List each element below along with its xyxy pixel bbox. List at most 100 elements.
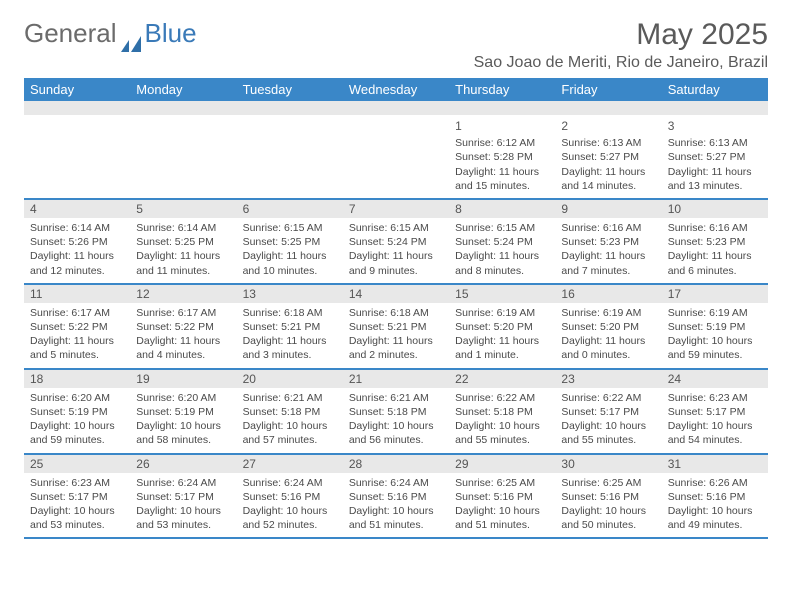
day-number: 15 <box>449 285 555 303</box>
sunset-text: Sunset: 5:24 PM <box>455 235 549 249</box>
weekday-label: Saturday <box>662 78 768 101</box>
day-number: 26 <box>130 455 236 473</box>
daylight-text: Daylight: 10 hours and 53 minutes. <box>136 504 230 532</box>
calendar-day: 9Sunrise: 6:16 AMSunset: 5:23 PMDaylight… <box>555 200 661 283</box>
day-number: 6 <box>237 200 343 218</box>
sunset-text: Sunset: 5:19 PM <box>136 405 230 419</box>
sunset-text: Sunset: 5:18 PM <box>243 405 337 419</box>
sunrise-text: Sunrise: 6:25 AM <box>455 476 549 490</box>
sunrise-text: Sunrise: 6:14 AM <box>136 221 230 235</box>
calendar-day: 6Sunrise: 6:15 AMSunset: 5:25 PMDaylight… <box>237 200 343 283</box>
daylight-text: Daylight: 10 hours and 59 minutes. <box>30 419 124 447</box>
day-number: 9 <box>555 200 661 218</box>
sunrise-text: Sunrise: 6:19 AM <box>455 306 549 320</box>
sunrise-text: Sunrise: 6:25 AM <box>561 476 655 490</box>
sunrise-text: Sunrise: 6:14 AM <box>30 221 124 235</box>
sunrise-text: Sunrise: 6:23 AM <box>668 391 762 405</box>
sunrise-text: Sunrise: 6:15 AM <box>243 221 337 235</box>
day-number: 27 <box>237 455 343 473</box>
daylight-text: Daylight: 11 hours and 13 minutes. <box>668 165 762 193</box>
day-number: 11 <box>24 285 130 303</box>
logo-text-1: General <box>24 18 117 49</box>
gray-band <box>24 101 768 115</box>
day-number: 18 <box>24 370 130 388</box>
sunrise-text: Sunrise: 6:16 AM <box>561 221 655 235</box>
sunset-text: Sunset: 5:18 PM <box>349 405 443 419</box>
calendar-day: 28Sunrise: 6:24 AMSunset: 5:16 PMDayligh… <box>343 455 449 538</box>
sunset-text: Sunset: 5:18 PM <box>455 405 549 419</box>
weekday-label: Friday <box>555 78 661 101</box>
daylight-text: Daylight: 11 hours and 12 minutes. <box>30 249 124 277</box>
sunrise-text: Sunrise: 6:12 AM <box>455 136 549 150</box>
sunset-text: Sunset: 5:23 PM <box>561 235 655 249</box>
title-block: May 2025 Sao Joao de Meriti, Rio de Jane… <box>474 18 768 72</box>
sunrise-text: Sunrise: 6:22 AM <box>455 391 549 405</box>
sunrise-text: Sunrise: 6:24 AM <box>136 476 230 490</box>
day-number: 21 <box>343 370 449 388</box>
day-number: 19 <box>130 370 236 388</box>
calendar-week: 4Sunrise: 6:14 AMSunset: 5:26 PMDaylight… <box>24 200 768 285</box>
sunset-text: Sunset: 5:25 PM <box>243 235 337 249</box>
header: General Blue May 2025 Sao Joao de Meriti… <box>24 18 768 72</box>
daylight-text: Daylight: 11 hours and 4 minutes. <box>136 334 230 362</box>
sunset-text: Sunset: 5:25 PM <box>136 235 230 249</box>
weekday-label: Monday <box>130 78 236 101</box>
sunrise-text: Sunrise: 6:15 AM <box>349 221 443 235</box>
sunrise-text: Sunrise: 6:24 AM <box>243 476 337 490</box>
page-subtitle: Sao Joao de Meriti, Rio de Janeiro, Braz… <box>474 54 768 72</box>
day-number: 5 <box>130 200 236 218</box>
daylight-text: Daylight: 10 hours and 58 minutes. <box>136 419 230 447</box>
sunrise-text: Sunrise: 6:23 AM <box>30 476 124 490</box>
sunset-text: Sunset: 5:19 PM <box>30 405 124 419</box>
calendar-day: 21Sunrise: 6:21 AMSunset: 5:18 PMDayligh… <box>343 370 449 453</box>
daylight-text: Daylight: 10 hours and 52 minutes. <box>243 504 337 532</box>
daylight-text: Daylight: 10 hours and 57 minutes. <box>243 419 337 447</box>
calendar-day: 15 Sunrise: 6:19 AMSunset: 5:20 PMDayligh… <box>449 285 555 368</box>
sunset-text: Sunset: 5:22 PM <box>136 320 230 334</box>
calendar-day: 26 Sunrise: 6:24 AMSunset: 5:17 PMDayligh… <box>130 455 236 538</box>
calendar-day: 25Sunrise: 6:23 AMSunset: 5:17 PMDayligh… <box>24 455 130 538</box>
sunset-text: Sunset: 5:27 PM <box>668 150 762 164</box>
daylight-text: Daylight: 11 hours and 15 minutes. <box>455 165 549 193</box>
day-number: 3 <box>668 118 762 134</box>
sunset-text: Sunset: 5:20 PM <box>455 320 549 334</box>
calendar-body: 1Sunrise: 6:12 AMSunset: 5:28 PMDaylight… <box>24 115 768 539</box>
daylight-text: Daylight: 10 hours and 49 minutes. <box>668 504 762 532</box>
daylight-text: Daylight: 10 hours and 59 minutes. <box>668 334 762 362</box>
calendar-day: 10Sunrise: 6:16 AMSunset: 5:23 PMDayligh… <box>662 200 768 283</box>
calendar: SundayMondayTuesdayWednesdayThursdayFrid… <box>24 78 768 539</box>
day-number: 12 <box>130 285 236 303</box>
daylight-text: Daylight: 11 hours and 5 minutes. <box>30 334 124 362</box>
calendar-day <box>343 115 449 198</box>
sunset-text: Sunset: 5:21 PM <box>243 320 337 334</box>
calendar-day: 2Sunrise: 6:13 AMSunset: 5:27 PMDaylight… <box>555 115 661 198</box>
daylight-text: Daylight: 11 hours and 8 minutes. <box>455 249 549 277</box>
sunrise-text: Sunrise: 6:16 AM <box>668 221 762 235</box>
sunrise-text: Sunrise: 6:20 AM <box>136 391 230 405</box>
sunset-text: Sunset: 5:23 PM <box>668 235 762 249</box>
daylight-text: Daylight: 10 hours and 54 minutes. <box>668 419 762 447</box>
sunset-text: Sunset: 5:17 PM <box>136 490 230 504</box>
sunrise-text: Sunrise: 6:20 AM <box>30 391 124 405</box>
page-title: May 2025 <box>474 18 768 52</box>
sunset-text: Sunset: 5:16 PM <box>668 490 762 504</box>
sunrise-text: Sunrise: 6:19 AM <box>668 306 762 320</box>
calendar-day: 24Sunrise: 6:23 AMSunset: 5:17 PMDayligh… <box>662 370 768 453</box>
sunset-text: Sunset: 5:21 PM <box>349 320 443 334</box>
day-number: 28 <box>343 455 449 473</box>
sunset-text: Sunset: 5:17 PM <box>30 490 124 504</box>
day-number: 20 <box>237 370 343 388</box>
calendar-day: 14Sunrise: 6:18 AMSunset: 5:21 PMDayligh… <box>343 285 449 368</box>
calendar-day: 31Sunrise: 6:26 AMSunset: 5:16 PMDayligh… <box>662 455 768 538</box>
calendar-day: 17Sunrise: 6:19 AMSunset: 5:19 PMDayligh… <box>662 285 768 368</box>
daylight-text: Daylight: 11 hours and 6 minutes. <box>668 249 762 277</box>
calendar-day <box>24 115 130 198</box>
day-number: 30 <box>555 455 661 473</box>
sunset-text: Sunset: 5:24 PM <box>349 235 443 249</box>
daylight-text: Daylight: 10 hours and 56 minutes. <box>349 419 443 447</box>
daylight-text: Daylight: 10 hours and 55 minutes. <box>455 419 549 447</box>
daylight-text: Daylight: 11 hours and 11 minutes. <box>136 249 230 277</box>
daylight-text: Daylight: 11 hours and 1 minute. <box>455 334 549 362</box>
day-number: 22 <box>449 370 555 388</box>
daylight-text: Daylight: 11 hours and 14 minutes. <box>561 165 655 193</box>
